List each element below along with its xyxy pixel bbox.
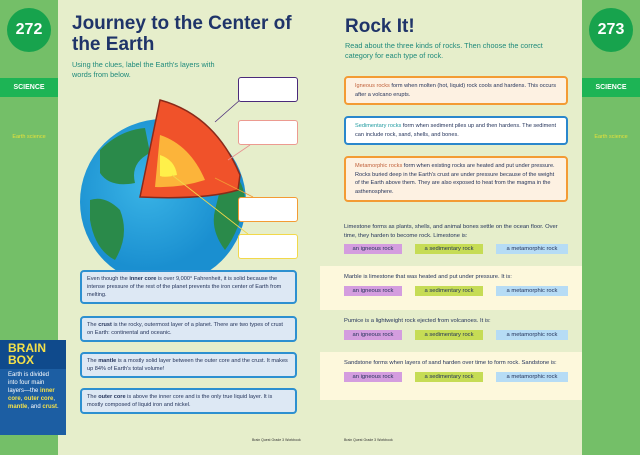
metamorphic-info: Metamorphic rocks form when existing roc…	[344, 156, 568, 202]
clue-card: The crust is the rocky, outermost layer …	[80, 316, 297, 342]
section-label: SCIENCE	[0, 78, 58, 97]
question: Pumice is a lightweight rock ejected fro…	[320, 310, 582, 352]
continents	[90, 128, 245, 260]
question-text: Limestone forms as plants, shells, and a…	[344, 224, 558, 239]
earth-diagram	[80, 99, 254, 280]
inner-core	[160, 155, 177, 177]
clue-card: Even though the inner core is over 9,000…	[80, 270, 297, 304]
question: Sandstone forms when layers of sand hard…	[320, 352, 582, 400]
pointer-line	[214, 99, 241, 123]
option-sedimentary[interactable]: a sedimentary rock	[415, 371, 483, 382]
option-igneous[interactable]: an igneous rock	[344, 371, 402, 382]
label-box-mantle[interactable]	[238, 120, 298, 145]
answer-options: an igneous rock a sedimentary rock a metam…	[344, 371, 568, 382]
topic-label: Earth science	[594, 134, 628, 140]
section-label: SCIENCE	[582, 78, 640, 97]
pointer-line	[227, 144, 251, 161]
right-sidebar: 273 SCIENCE Earth science	[582, 0, 640, 455]
answer-options: an igneous rock a sedimentary rock a metam…	[344, 329, 568, 340]
brain-box-title: BRAIN BOX	[0, 340, 66, 369]
page-number: 273	[589, 8, 633, 52]
answer-options: an igneous rock a sedimentary rock a metam…	[344, 244, 568, 254]
option-igneous[interactable]: an igneous rock	[344, 329, 402, 340]
brain-box: BRAIN BOX Earth is divided into four mai…	[0, 340, 66, 435]
page-title: Journey to the Center of the Earth	[72, 13, 292, 55]
option-igneous[interactable]: an igneous rock	[344, 244, 402, 254]
option-metamorphic[interactable]: a metamorphic rock	[496, 285, 568, 296]
clue-card: The mantle is a mostly solid layer betwe…	[80, 352, 297, 378]
page-number: 272	[7, 8, 51, 52]
pointer-line	[171, 174, 249, 235]
label-box-outer-core[interactable]	[238, 197, 298, 222]
question-text: Pumice is a lightweight rock ejected fro…	[344, 318, 491, 324]
footer: Brain Quest Grade 3 Workbook	[344, 438, 393, 442]
igneous-info: Igneous rocks form when molten (hot, liq…	[344, 76, 568, 105]
option-sedimentary[interactable]: a sedimentary rock	[415, 244, 483, 254]
sedimentary-info: Sedimentary rocks form when sediment pil…	[344, 116, 568, 145]
page-title: Rock It!	[345, 16, 415, 37]
option-metamorphic[interactable]: a metamorphic rock	[496, 244, 568, 254]
topic-label: Earth science	[12, 134, 46, 140]
option-sedimentary[interactable]: a sedimentary rock	[415, 285, 483, 296]
footer: Brain Quest Grade 3 Workbook	[252, 438, 301, 442]
instructions: Read about the three kinds of rocks. The…	[345, 41, 543, 60]
option-sedimentary[interactable]: a sedimentary rock	[415, 329, 483, 340]
option-igneous[interactable]: an igneous rock	[344, 285, 402, 296]
question-text: Sandstone forms when layers of sand hard…	[344, 360, 557, 366]
pointer-line	[214, 177, 254, 198]
question-text: Marble is limestone that was heated and …	[344, 274, 512, 280]
option-metamorphic[interactable]: a metamorphic rock	[496, 329, 568, 340]
brain-box-text: Earth is divided into four main layers—t…	[8, 372, 59, 410]
question: Limestone forms as plants, shells, and a…	[320, 212, 582, 268]
instructions: Using the clues, label the Earth's layer…	[72, 60, 215, 79]
clue-card: The outer core is above the inner core a…	[80, 388, 297, 414]
question: Marble is limestone that was heated and …	[320, 266, 582, 310]
label-box-inner-core[interactable]	[238, 234, 298, 259]
label-box-crust[interactable]	[238, 77, 298, 102]
option-metamorphic[interactable]: a metamorphic rock	[496, 371, 568, 382]
answer-options: an igneous rock a sedimentary rock a metam…	[344, 285, 568, 296]
